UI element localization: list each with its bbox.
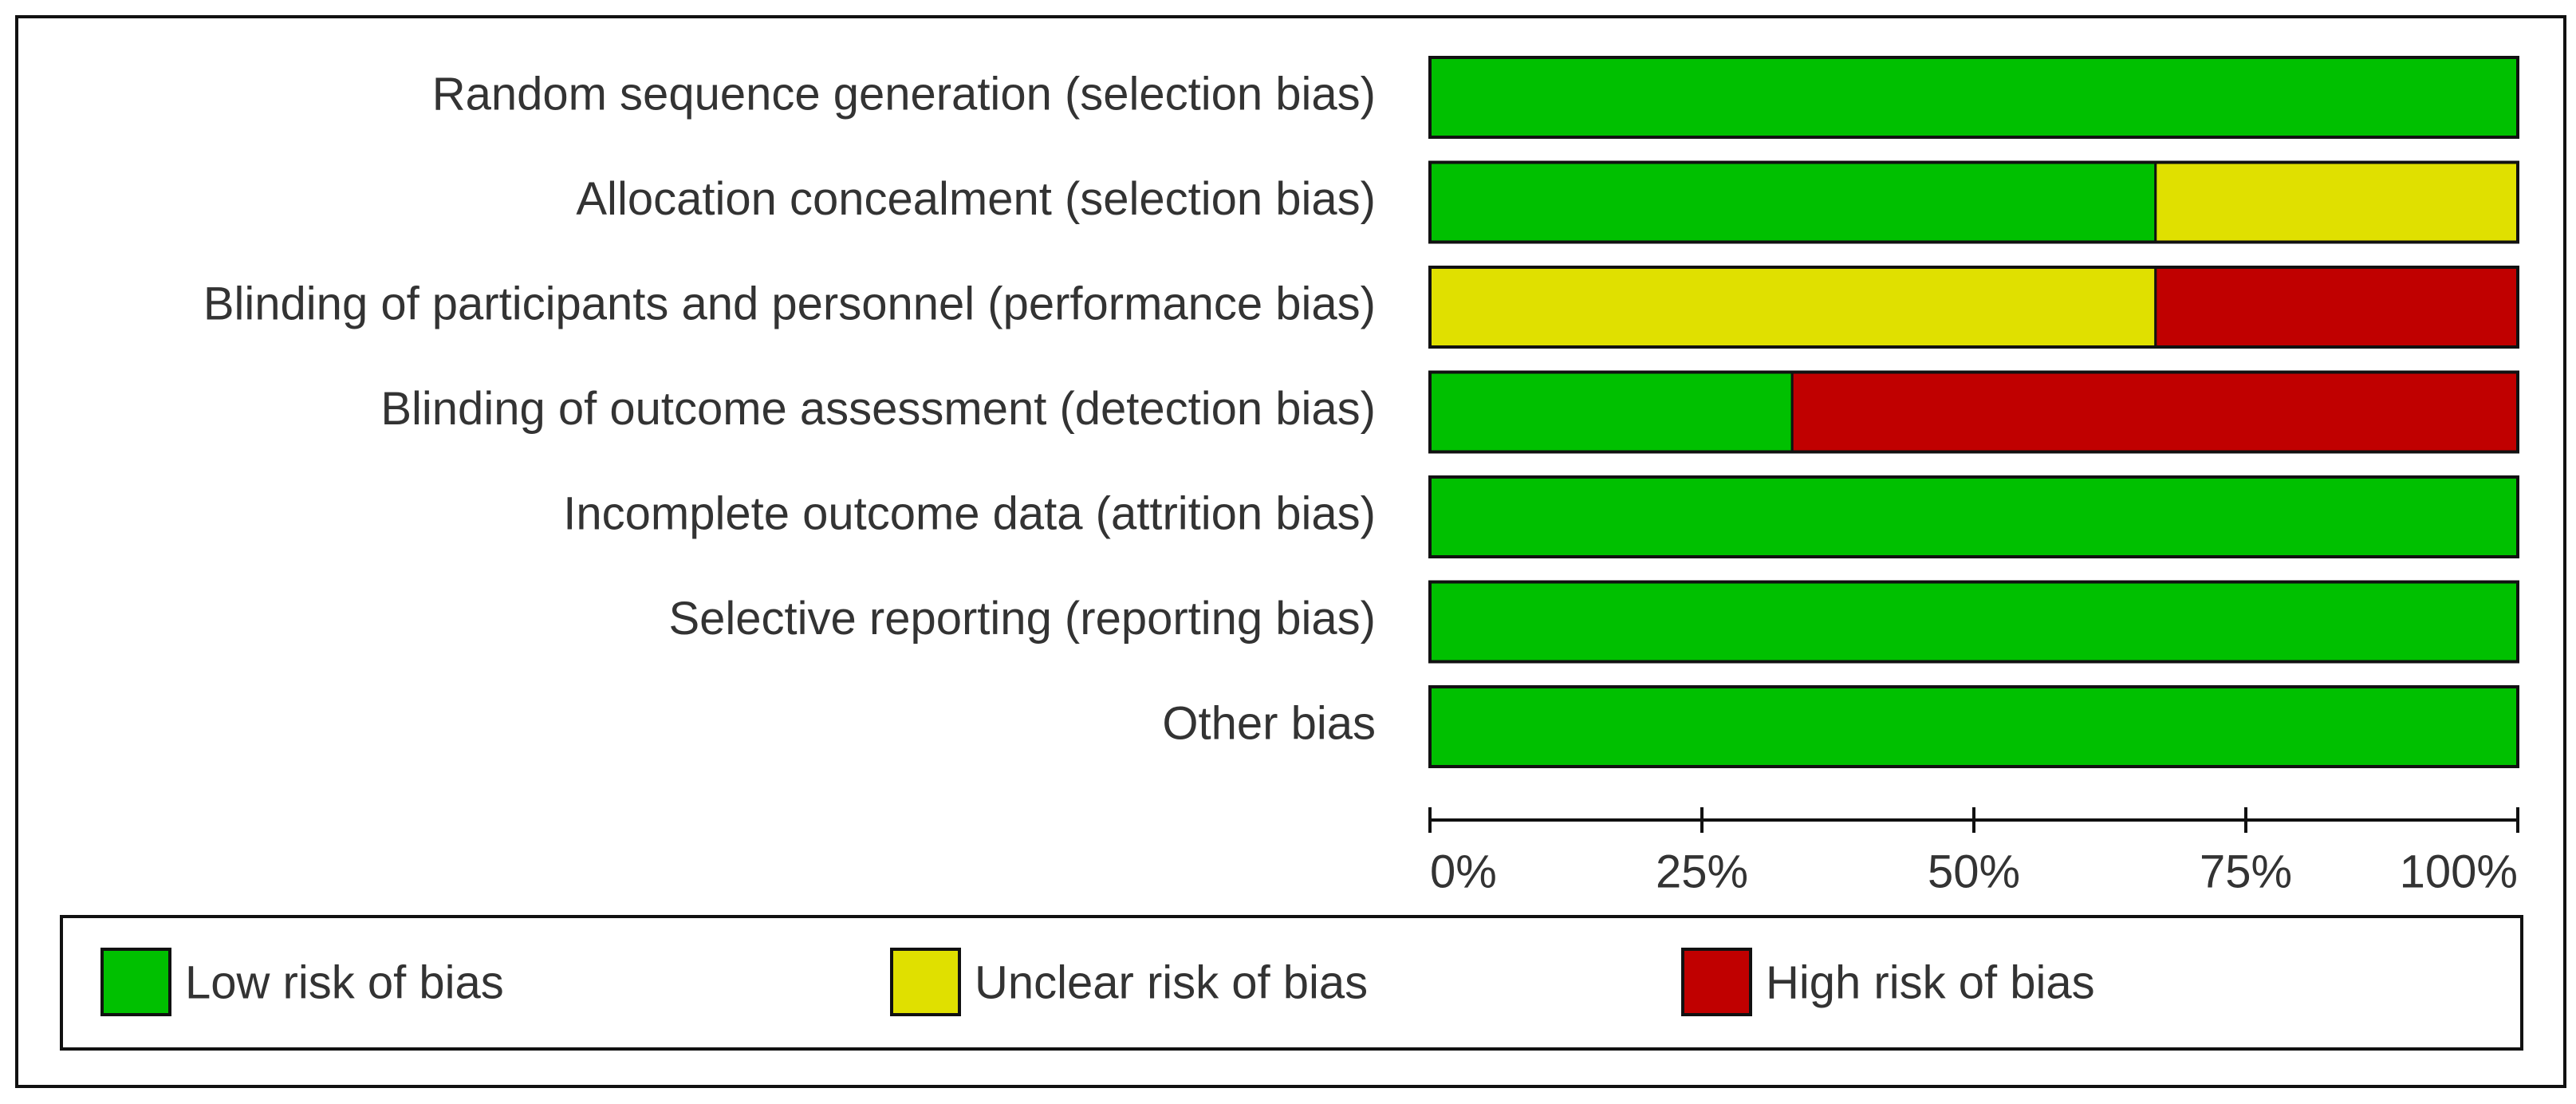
bar-segment	[1428, 371, 1794, 453]
legend-label: Low risk of bias	[185, 956, 504, 1008]
bar-outline	[1428, 266, 2519, 349]
legend-swatch	[100, 948, 171, 1016]
bar-outline	[1428, 475, 2519, 558]
x-tick-label: 0%	[1430, 846, 1497, 897]
category-label: Incomplete outcome data (attrition bias)	[563, 487, 1376, 539]
x-tick-label: 25%	[1656, 846, 1748, 897]
bar-segment	[1428, 685, 2519, 768]
bar-outline	[1428, 580, 2519, 664]
bar-segment	[1428, 266, 2157, 349]
category-label: Allocation concealment (selection bias)	[576, 173, 1376, 225]
legend-swatch	[1681, 948, 1752, 1016]
bar-segment	[2154, 266, 2519, 349]
category-label: Blinding of participants and personnel (…	[203, 278, 1376, 329]
category-label: Random sequence generation (selection bi…	[432, 68, 1376, 120]
category-label: Selective reporting (reporting bias)	[668, 593, 1376, 645]
bar-outline	[1428, 56, 2519, 139]
bar-outline	[1428, 370, 2519, 454]
bar-segment	[1428, 475, 2519, 558]
legend-label: Unclear risk of bias	[975, 956, 1368, 1008]
category-label: Other bias	[1162, 697, 1376, 749]
legend-label: High risk of bias	[1766, 956, 2095, 1008]
bar-segment	[2154, 161, 2519, 243]
category-label: Blinding of outcome assessment (detectio…	[380, 383, 1376, 435]
bar-outline	[1428, 160, 2519, 244]
x-tick-label: 50%	[1928, 846, 2020, 897]
bar-segment	[1428, 56, 2519, 139]
x-tick-label: 100%	[2400, 846, 2518, 897]
bar-outline	[1428, 685, 2519, 768]
legend-swatch	[890, 948, 961, 1016]
bar-segment	[1790, 371, 2519, 453]
bar-segment	[1428, 581, 2519, 663]
bar-segment	[1428, 161, 2157, 243]
legend-box	[60, 915, 2523, 1051]
x-tick-label: 75%	[2200, 846, 2292, 897]
